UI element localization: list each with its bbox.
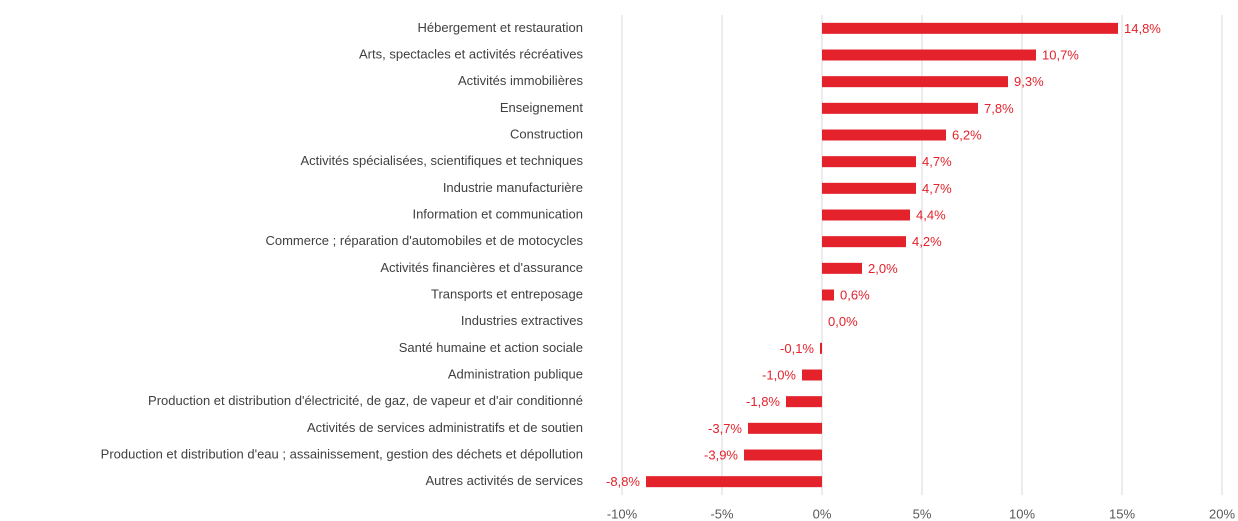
y-tick-label: Santé humaine et action sociale: [399, 340, 583, 355]
bar: [822, 76, 1008, 88]
bar: [744, 449, 822, 461]
value-label: -1,8%: [746, 394, 780, 409]
y-tick-label: Activités de services administratifs et …: [307, 420, 583, 435]
y-tick-label: Administration publique: [448, 366, 583, 381]
value-label: 4,7%: [922, 181, 952, 196]
value-label: 2,0%: [868, 261, 898, 276]
value-label: 9,3%: [1014, 74, 1044, 89]
bar: [822, 102, 978, 114]
bar: [646, 476, 822, 488]
bar: [822, 49, 1036, 61]
y-tick-label: Production et distribution d'électricité…: [148, 393, 583, 408]
bar: [822, 236, 906, 248]
y-tick-label: Enseignement: [500, 100, 583, 115]
x-tick-label: 15%: [1109, 506, 1135, 521]
value-label: 7,8%: [984, 101, 1014, 116]
y-tick-label: Transports et entreposage: [431, 286, 583, 301]
x-tick-label: 5%: [913, 506, 932, 521]
value-label: 0,6%: [840, 287, 870, 302]
y-tick-label: Industries extractives: [461, 313, 584, 328]
bar: [822, 156, 916, 168]
y-tick-label: Activités immobilières: [458, 73, 583, 88]
x-tick-label: 0%: [813, 506, 832, 521]
bar: [822, 262, 862, 274]
bar: [822, 182, 916, 194]
y-tick-label: Arts, spectacles et activités récréative…: [359, 46, 583, 61]
bar: [786, 396, 822, 408]
value-label: -1,0%: [762, 367, 796, 382]
x-tick-label: 20%: [1209, 506, 1235, 521]
value-label: 4,2%: [912, 234, 942, 249]
y-tick-label: Construction: [510, 126, 583, 141]
x-tick-label: -10%: [607, 506, 638, 521]
value-label: 0,0%: [828, 314, 858, 329]
y-tick-label: Activités financières et d'assurance: [380, 260, 583, 275]
bar: [802, 369, 822, 381]
value-label: 4,4%: [916, 207, 946, 222]
y-tick-label: Production et distribution d'eau ; assai…: [101, 446, 583, 461]
bar: [822, 129, 946, 141]
x-tick-label: -5%: [710, 506, 734, 521]
y-tick-label: Information et communication: [412, 206, 583, 221]
bar: [822, 289, 834, 301]
value-label: -3,7%: [708, 421, 742, 436]
y-tick-label: Hébergement et restauration: [418, 20, 583, 35]
x-tick-label: 10%: [1009, 506, 1035, 521]
bar: [820, 342, 822, 354]
value-label: 14,8%: [1124, 21, 1161, 36]
bar: [822, 209, 910, 221]
value-label: 6,2%: [952, 127, 982, 142]
y-tick-label: Autres activités de services: [425, 473, 583, 488]
value-label: -8,8%: [606, 474, 640, 489]
bar: [748, 422, 822, 434]
value-label: 10,7%: [1042, 47, 1079, 62]
y-tick-label: Commerce ; réparation d'automobiles et d…: [265, 233, 583, 248]
value-label: -3,9%: [704, 447, 738, 462]
bar: [822, 22, 1118, 34]
value-label: 4,7%: [922, 154, 952, 169]
y-tick-label: Activités spécialisées, scientifiques et…: [300, 153, 583, 168]
value-label: -0,1%: [780, 341, 814, 356]
y-tick-label: Industrie manufacturière: [443, 180, 583, 195]
